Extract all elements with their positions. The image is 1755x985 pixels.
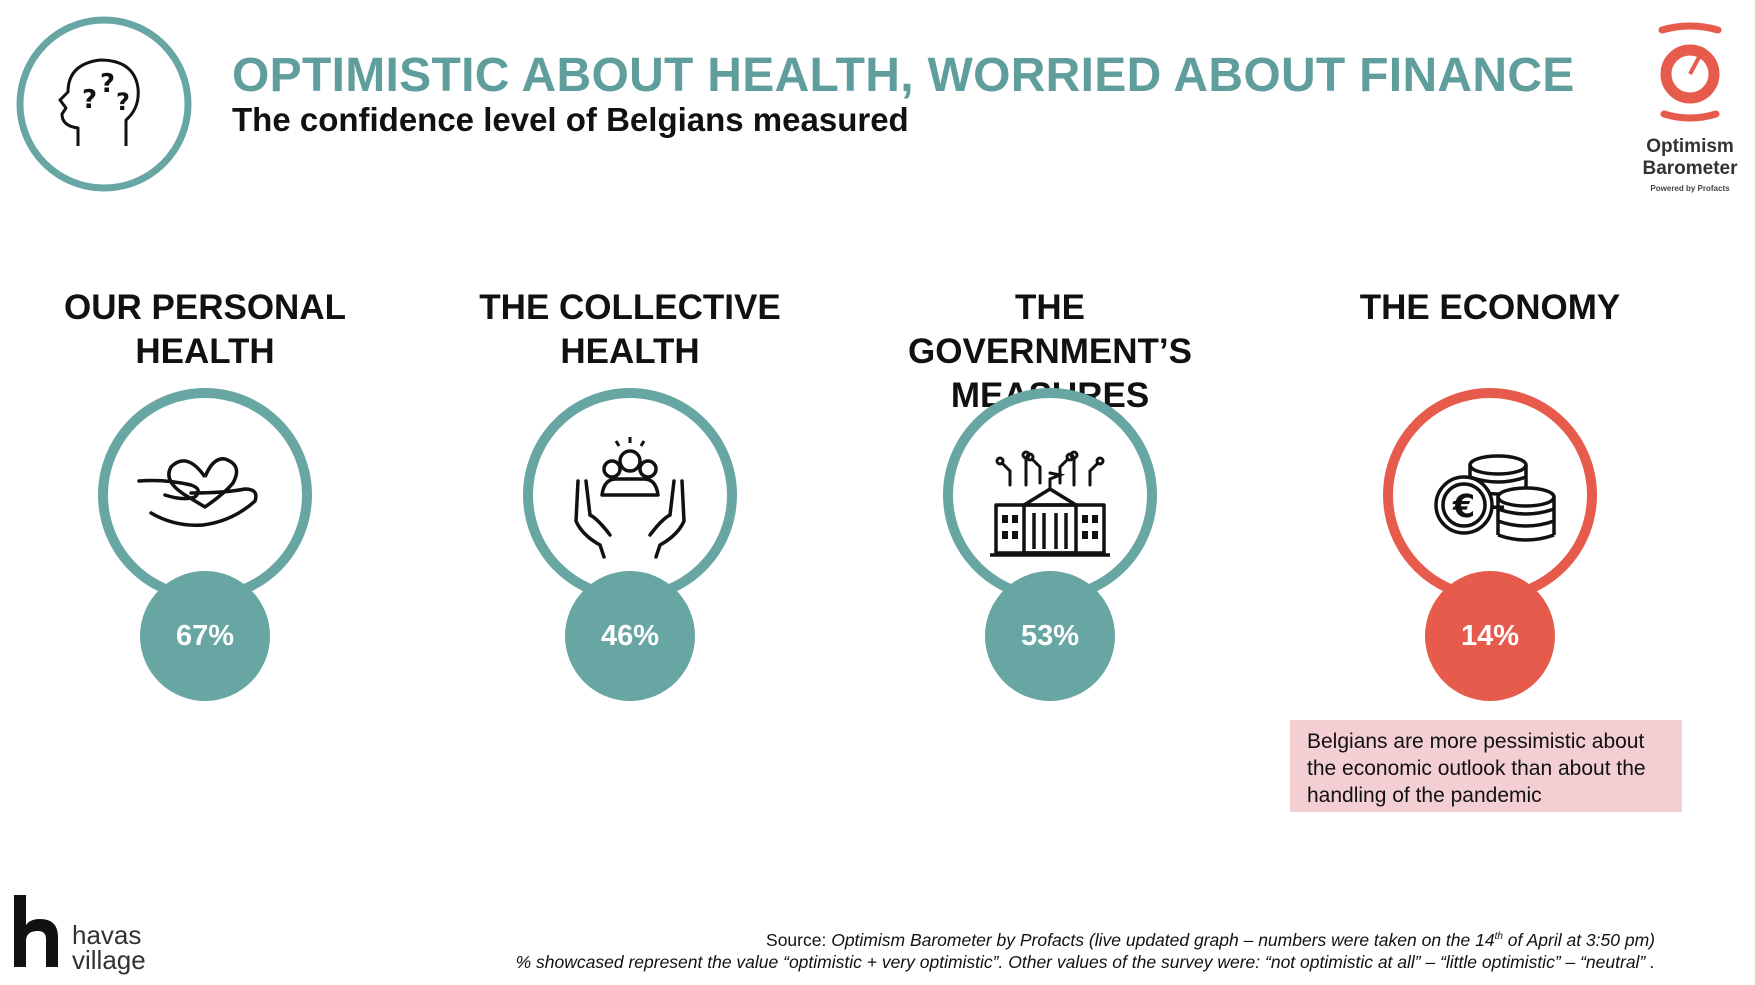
metric-value: 46% (565, 571, 695, 701)
logo-word-barometer: Barometer (1642, 158, 1738, 179)
havas-village-logo: havas village (14, 895, 164, 975)
metric-value: 14% (1425, 571, 1555, 701)
insight-note: Belgians are more pessimistic about the … (1290, 720, 1682, 812)
havas-word: havas (72, 920, 142, 950)
source-footnote: Source: Optimism Barometer by Profacts (… (516, 926, 1655, 973)
metric-title: THE ECONOMY (1359, 288, 1621, 327)
metric-value: 53% (985, 571, 1115, 701)
svg-text:€: € (1452, 487, 1475, 525)
head-question-marks-icon: ? ? ? (16, 16, 192, 192)
metric-title: OUR PERSONAL HEALTH (64, 288, 346, 371)
metric-collective-health: THE COLLECTIVE HEALTH 46% (450, 0, 810, 720)
government-building-icon (943, 388, 1157, 602)
source-line-1: Source: Optimism Barometer by Profacts (… (766, 929, 1655, 950)
svg-text:?: ? (100, 69, 115, 99)
page-subtitle: The confidence level of Belgians measure… (232, 101, 909, 138)
logo-powered-by: Powered by Profacts (1650, 184, 1730, 193)
svg-text:?: ? (82, 85, 97, 115)
logo-word-optimism: Optimism (1646, 136, 1734, 157)
metric-title: THE COLLECTIVE HEALTH (479, 288, 781, 371)
source-line-2: % showcased represent the value “optimis… (515, 951, 1655, 972)
metric-economy: THE ECONOMY € 14% (1310, 0, 1670, 720)
village-word: village (72, 945, 146, 975)
optimism-barometer-logo-icon (1658, 22, 1722, 122)
optimism-barometer-logo: Optimism Barometer Powered by Profacts (1630, 20, 1750, 200)
havas-h-logo-icon (14, 895, 58, 967)
page-title: OPTIMISTIC ABOUT HEALTH, WORRIED ABOUT F… (232, 49, 1575, 102)
metric-value: 67% (140, 571, 270, 701)
metric-government-measures: THE GOVERNMENT’SMEASURES (870, 0, 1230, 720)
metric-title: THE GOVERNMENT’SMEASURES (908, 288, 1192, 415)
metric-personal-health: OUR PERSONAL HEALTH 67% (25, 0, 385, 720)
svg-text:?: ? (116, 88, 130, 116)
